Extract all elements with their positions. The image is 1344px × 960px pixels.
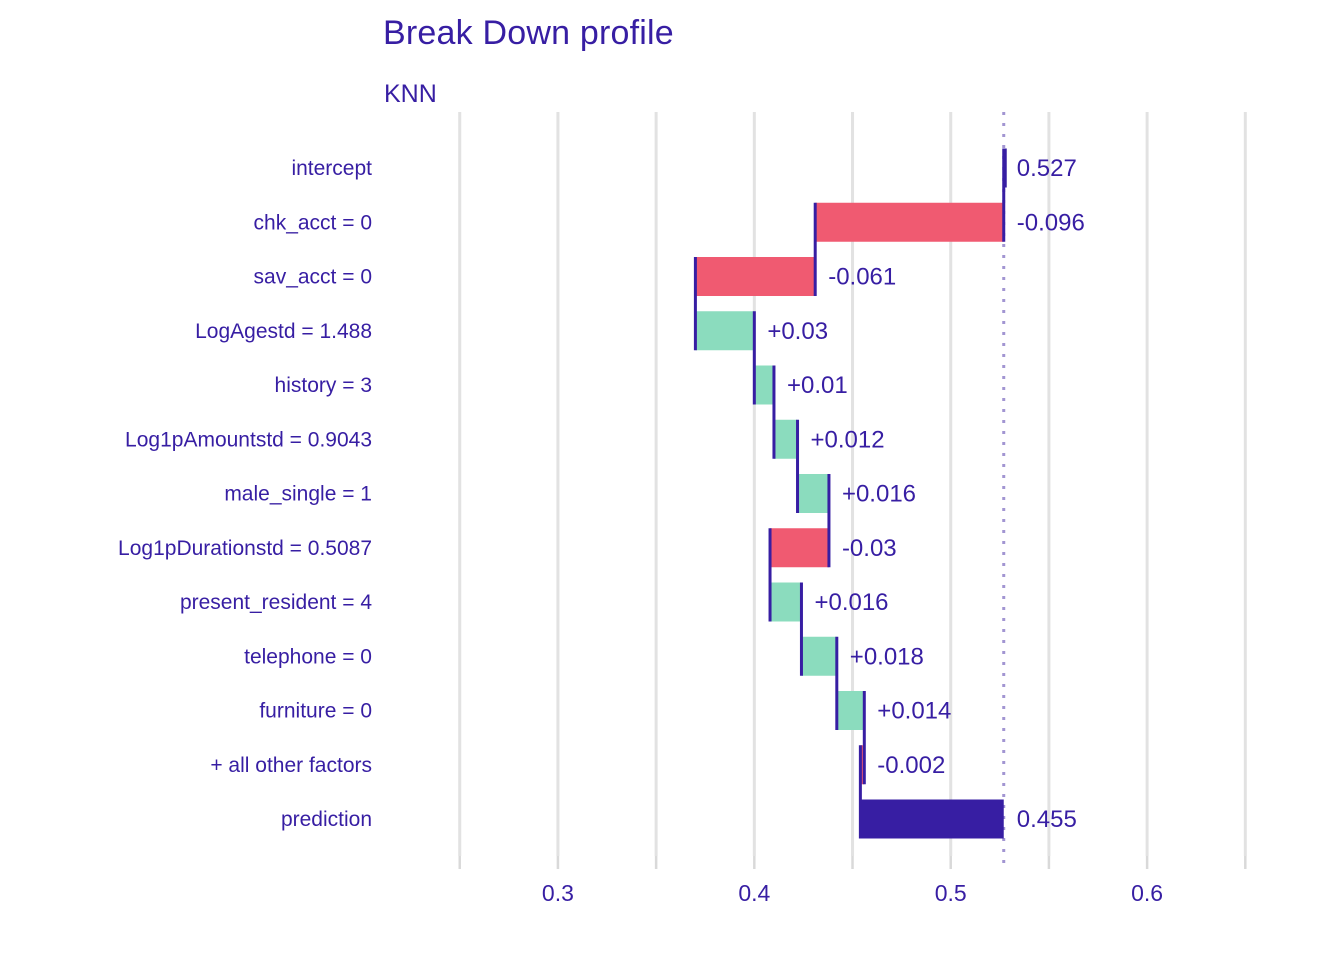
category-label: telephone = 0 (244, 645, 372, 668)
x-tick-label: 0.3 (542, 880, 574, 906)
value-label: -0.061 (828, 264, 896, 291)
value-label: 0.455 (1017, 806, 1077, 833)
bar-male-single-1 (797, 474, 829, 513)
value-label: 0.527 (1017, 155, 1077, 182)
category-label: history = 3 (275, 374, 372, 397)
value-label: +0.03 (767, 318, 828, 345)
value-label: +0.016 (814, 589, 888, 616)
category-label: prediction (281, 808, 372, 831)
bar-chk-acct-0 (815, 202, 1004, 242)
bar-furniture-0 (836, 691, 865, 730)
bar-present-resident-4 (770, 582, 802, 622)
value-label: +0.012 (811, 426, 885, 453)
value-label: -0.096 (1017, 209, 1085, 236)
category-label: present_resident = 4 (180, 591, 372, 614)
chart-title: Break Down profile (383, 14, 674, 52)
value-label: -0.002 (877, 752, 945, 779)
category-label: chk_acct = 0 (254, 211, 372, 234)
bar-all-other-factors (860, 745, 865, 785)
value-label: -0.03 (842, 535, 897, 562)
category-label: male_single = 1 (224, 483, 372, 506)
value-label: +0.014 (877, 698, 951, 725)
category-label: furniture = 0 (259, 700, 372, 723)
value-label: +0.018 (850, 643, 924, 670)
x-tick-label: 0.4 (738, 880, 770, 906)
category-label: + all other factors (210, 754, 372, 777)
value-label: +0.016 (842, 481, 916, 508)
x-tick-label: 0.5 (935, 880, 967, 906)
bar-prediction (860, 799, 1004, 839)
bar-sav-acct-0 (695, 257, 816, 296)
model-facet-label: KNN (384, 80, 437, 108)
x-tick-label: 0.6 (1131, 880, 1163, 906)
bar-logagestd-1-488 (695, 311, 755, 351)
category-label: sav_acct = 0 (254, 266, 372, 289)
category-label: LogAgestd = 1.488 (195, 320, 372, 343)
category-label: Log1pDurationstd = 0.5087 (118, 537, 372, 560)
category-label: intercept (291, 157, 372, 180)
category-label: Log1pAmountstd = 0.9043 (125, 428, 372, 451)
bar-history-3 (754, 365, 774, 405)
bar-telephone-0 (801, 636, 837, 676)
value-label: +0.01 (787, 372, 848, 399)
bar-log1pamountstd-0-9043 (773, 419, 798, 459)
bar-log1pdurationstd-0-5087 (770, 528, 829, 568)
